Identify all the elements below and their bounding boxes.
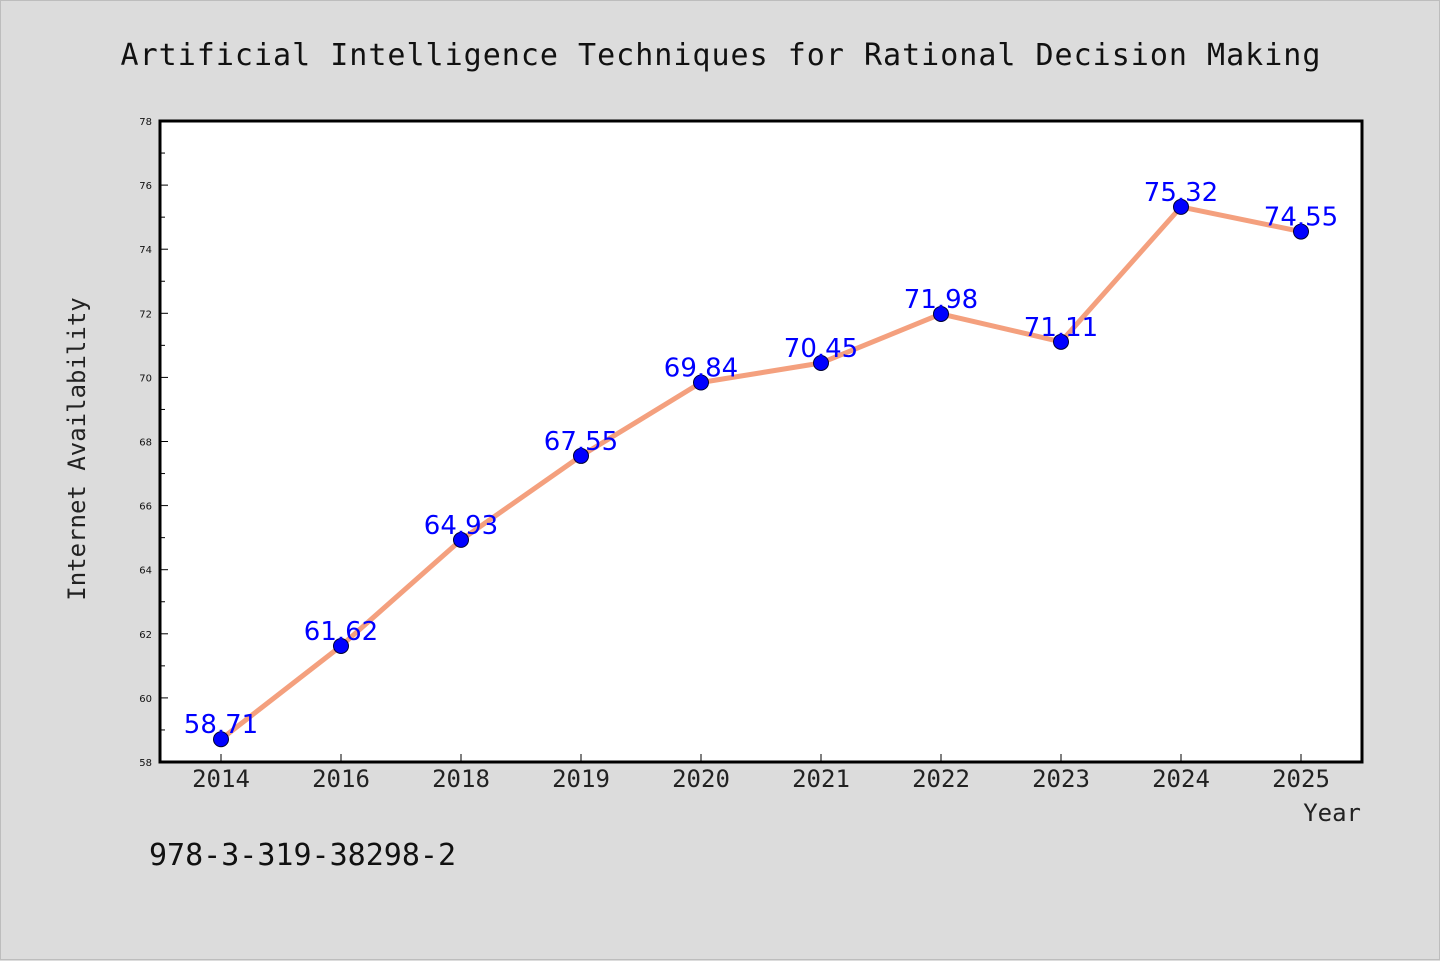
data-label: 70.45 [784, 334, 858, 364]
y-tick-label: 58 [139, 758, 152, 769]
data-point [213, 731, 229, 748]
data-point [333, 637, 349, 654]
data-label: 71.11 [1024, 313, 1098, 343]
x-tick-label: 2016 [312, 765, 370, 793]
x-tick-label: 2021 [792, 765, 850, 793]
data-label: 69.84 [664, 354, 738, 384]
y-axis: 58 60 62 64 66 68 70 72 74 76 78 [139, 117, 168, 769]
data-point [933, 305, 949, 322]
y-tick-label: 72 [139, 309, 152, 320]
y-tick-label: 68 [139, 438, 152, 449]
data-label: 64.93 [424, 511, 498, 541]
y-tick-label: 74 [139, 245, 152, 256]
x-tick-label: 2018 [432, 765, 490, 793]
x-tick-label: 2019 [552, 765, 610, 793]
data-label: 74.55 [1264, 203, 1338, 233]
x-tick-label: 2023 [1032, 765, 1090, 793]
x-tick-label: 2014 [192, 765, 250, 793]
x-tick-label: 2025 [1272, 765, 1330, 793]
data-point [453, 531, 469, 548]
y-tick-label: 66 [139, 502, 152, 513]
x-tick-label: 2024 [1152, 765, 1210, 793]
data-point [1053, 333, 1069, 350]
y-tick-label: 64 [139, 566, 152, 577]
x-tick-label: 2020 [672, 765, 730, 793]
data-label: 61.62 [304, 617, 378, 647]
y-tick-label: 78 [139, 117, 152, 128]
data-label: 67.55 [544, 427, 618, 457]
footer-isbn: 978-3-319-38298-2 [149, 838, 456, 873]
y-axis-label: Internet Availability [63, 297, 91, 600]
x-tick-label: 2022 [912, 765, 970, 793]
x-axis-label: Year [1303, 799, 1361, 827]
data-label: 71.98 [904, 285, 978, 315]
data-point [693, 374, 709, 391]
y-tick-label: 62 [139, 630, 152, 641]
data-label: 58.71 [184, 710, 258, 740]
data-point [573, 447, 589, 464]
data-label: 75.32 [1144, 178, 1218, 208]
data-point [1293, 223, 1309, 240]
x-axis: 2014 2016 2018 2019 2020 2021 2022 2023 2024 2025 [192, 754, 1330, 793]
y-tick-label: 76 [139, 181, 152, 192]
plot-area [158, 119, 1364, 764]
data-point [1173, 198, 1189, 215]
y-tick-label: 70 [139, 373, 152, 384]
series-line [218, 204, 1304, 742]
data-point [813, 354, 829, 371]
y-tick-label: 60 [139, 694, 152, 705]
series-layer: 58.71 61.62 64.93 67.55 69.84 70.45 71.98 71.11… [184, 178, 1338, 748]
chart-title: Artificial Intelligence Techniques for R… [121, 38, 1322, 73]
